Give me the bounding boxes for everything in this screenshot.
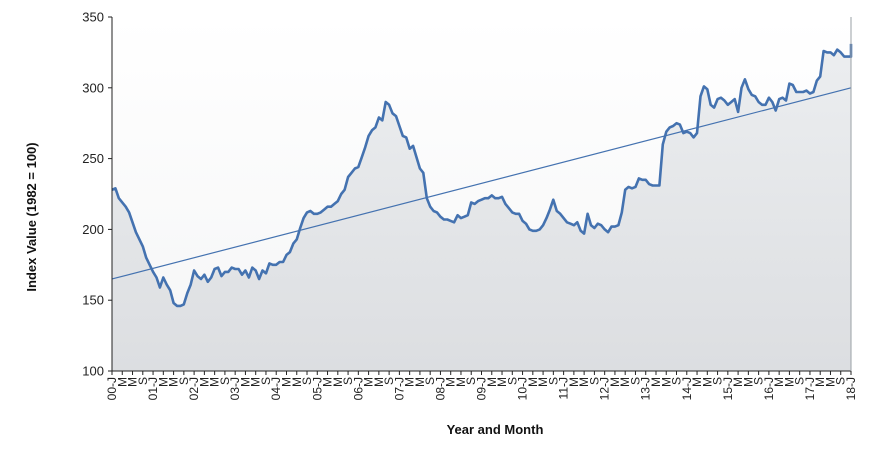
series-line	[111, 43, 853, 308]
x-tick-label: S	[670, 377, 684, 385]
x-axis-title: Year and Month	[447, 422, 544, 437]
x-tick-label: S	[793, 377, 807, 385]
x-tick-label: M	[659, 377, 673, 387]
x-tick-label: M	[741, 377, 755, 387]
x-tick-label: 11-J	[557, 377, 571, 399]
x-tick-label: S	[341, 377, 355, 385]
x-tick-label: S	[136, 377, 150, 385]
x-tick-label: 09-J	[475, 377, 489, 400]
x-tick-label: M	[167, 377, 181, 387]
x-tick-label: S	[834, 377, 848, 385]
x-tick-label: S	[177, 377, 191, 385]
y-tick-label: 300	[82, 80, 104, 95]
x-tick-label: M	[249, 377, 263, 387]
x-tick-label: M	[197, 377, 211, 387]
x-tick-label: M	[454, 377, 468, 387]
x-tick-label: S	[218, 377, 232, 385]
x-tick-label: 01-J	[146, 377, 160, 400]
x-tick-label: M	[731, 377, 745, 387]
x-tick-label: M	[115, 377, 129, 387]
x-tick-label: M	[444, 377, 458, 387]
x-tick-label: M	[618, 377, 632, 387]
x-tick-label: M	[403, 377, 417, 387]
x-tick-label: M	[649, 377, 663, 387]
x-tick-label: M	[362, 377, 376, 387]
x-tick-label: S	[505, 377, 519, 385]
x-tick-label: M	[372, 377, 386, 387]
x-tick-label: 10-J	[516, 377, 530, 400]
series-area	[112, 43, 851, 372]
x-tick-label: 12-J	[598, 377, 612, 400]
x-tick-label: 07-J	[392, 377, 406, 400]
x-tick-label: M	[126, 377, 140, 387]
x-tick-label: M	[577, 377, 591, 387]
x-tick-label: S	[259, 377, 273, 385]
x-tick-label: M	[331, 377, 345, 387]
x-tick-label: 06-J	[351, 377, 365, 400]
x-tick-label: 15-J	[721, 377, 735, 400]
x-tick-label: M	[485, 377, 499, 387]
x-tick-label: M	[690, 377, 704, 387]
x-tick-label: 08-J	[433, 377, 447, 400]
x-tick-label: M	[526, 377, 540, 387]
x-tick-label: M	[238, 377, 252, 387]
x-tick-label: M	[536, 377, 550, 387]
x-tick-label: S	[587, 377, 601, 385]
x-tick-label: M	[772, 377, 786, 387]
x-tick-label: S	[752, 377, 766, 385]
x-tick-label: 03-J	[228, 377, 242, 400]
y-tick-label: 350	[82, 10, 104, 25]
x-tick-label: M	[290, 377, 304, 387]
y-tick-label: 250	[82, 151, 104, 166]
x-tick-label: S	[711, 377, 725, 385]
x-tick-label: 00-J	[105, 377, 119, 400]
x-tick-label: 17-J	[803, 377, 817, 400]
x-tick-label: M	[321, 377, 335, 387]
y-axis-title: Index Value (1982 = 100)	[24, 142, 39, 291]
x-tick-label: M	[700, 377, 714, 387]
x-tick-label: M	[280, 377, 294, 387]
x-tick-label: S	[546, 377, 560, 385]
x-tick-label: M	[824, 377, 838, 387]
x-tick-label: 04-J	[269, 377, 283, 400]
x-tick-label: S	[423, 377, 437, 385]
y-tick-label: 200	[82, 222, 104, 237]
x-tick-label: M	[495, 377, 509, 387]
x-tick-label: S	[300, 377, 314, 385]
x-tick-label: M	[208, 377, 222, 387]
x-tick-label: 16-J	[762, 377, 776, 400]
x-tick-label: 14-J	[680, 377, 694, 400]
x-tick-label: 13-J	[639, 377, 653, 400]
x-tick-label: 02-J	[187, 377, 201, 400]
x-tick-label: M	[608, 377, 622, 387]
x-tick-label: S	[382, 377, 396, 385]
x-tick-label: M	[567, 377, 581, 387]
y-tick-label: 150	[82, 293, 104, 308]
x-tick-label: 05-J	[310, 377, 324, 400]
x-tick-label: M	[813, 377, 827, 387]
x-tick-label: M	[413, 377, 427, 387]
y-tick-label: 100	[82, 364, 104, 379]
x-tick-label: 18-J	[844, 377, 858, 400]
x-tick-label: S	[629, 377, 643, 385]
x-tick-label: M	[782, 377, 796, 387]
x-tick-label: S	[464, 377, 478, 385]
trendline	[111, 87, 852, 280]
x-tick-label: M	[156, 377, 170, 387]
